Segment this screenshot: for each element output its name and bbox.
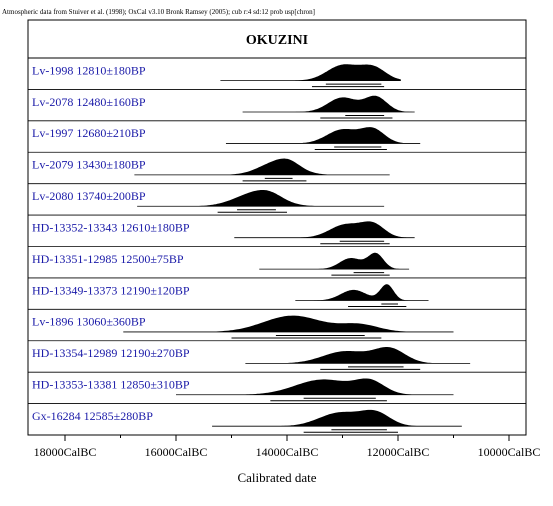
sample-label: Lv-2078 12480±160BP [32,95,146,109]
sample-label: HD-13351-12985 12500±75BP [32,252,184,266]
probability-distribution [245,347,471,364]
sample-row: HD-13354-12989 12190±270BP [28,346,526,373]
sample-row: Lv-1997 12680±210BP [28,126,526,153]
x-tick-label: 16000CalBC [145,445,208,459]
probability-distribution [242,95,415,112]
probability-distribution [225,127,421,144]
sample-label: Lv-2080 13740±200BP [32,189,146,203]
sample-row: HD-13352-13343 12610±180BP [28,220,526,247]
sample-label: Gx-16284 12585±280BP [32,409,153,423]
x-axis: 18000CalBC 16000CalBC 14000CalBC 12000CalBC… [34,435,541,459]
sample-label: Lv-1997 12680±210BP [32,126,146,140]
probability-distribution [134,158,390,175]
sample-label: HD-13354-12989 12190±270BP [32,346,190,360]
sample-label: HD-13352-13343 12610±180BP [32,220,190,234]
probability-distribution [220,64,401,81]
sample-row: Lv-2078 12480±160BP [28,95,526,122]
sample-label: HD-13353-13381 12850±310BP [32,378,190,392]
probability-distribution [176,378,454,395]
sample-row: HD-13349-13373 12190±120BP [28,283,526,310]
probability-distribution [234,221,415,238]
x-tick-label: 10000CalBC [478,445,541,459]
sample-row: Gx-16284 12585±280BP [32,409,462,433]
sample-row: HD-13351-12985 12500±75BP [28,252,526,279]
x-axis-label: Calibrated date [237,470,316,485]
sample-row: Lv-2080 13740±200BP [28,189,526,216]
sample-label: HD-13349-13373 12190±120BP [32,283,190,297]
x-tick-label: 12000CalBC [367,445,430,459]
probability-distribution [295,284,429,301]
plot-frame [27,19,527,436]
probability-distribution [137,190,385,207]
sample-label: Lv-1896 13060±360BP [32,315,146,329]
sample-rows: Lv-1998 12810±180BP Lv-2078 12480±160BP Lv… [28,63,526,433]
probability-distribution [259,252,410,270]
probability-distribution [123,315,454,332]
chart-title: OKUZINI [246,33,308,48]
x-tick-label: 18000CalBC [34,445,97,459]
probability-distribution [212,409,462,427]
sample-row: HD-13353-13381 12850±310BP [28,378,526,404]
sample-label: Lv-1998 12810±180BP [32,63,146,77]
sample-row: Lv-2079 13430±180BP [28,158,526,185]
x-tick-label: 14000CalBC [256,445,319,459]
sample-row: Lv-1998 12810±180BP [28,63,526,90]
sample-label: Lv-2079 13430±180BP [32,158,146,172]
sample-row: Lv-1896 13060±360BP [28,315,526,342]
header-note: Atmospheric data from Stuiver et al. (19… [2,8,315,16]
